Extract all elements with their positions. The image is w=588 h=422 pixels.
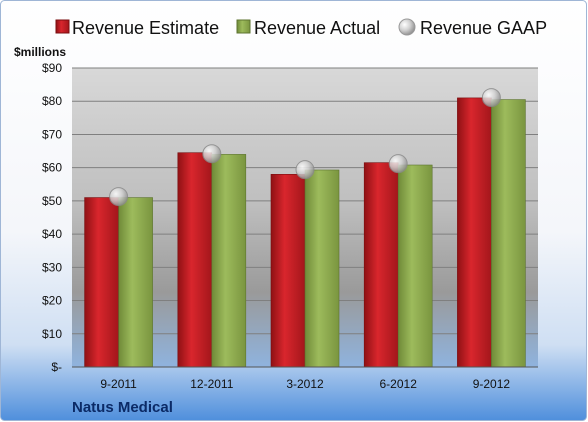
gaap-markers bbox=[109, 88, 501, 207]
bar-revenue-estimate bbox=[363, 162, 399, 368]
y-axis-unit-label: $millions bbox=[14, 45, 66, 59]
bar-revenue-actual bbox=[118, 197, 153, 368]
bar-revenue-actual bbox=[491, 99, 526, 368]
legend-label-gaap: Revenue GAAP bbox=[420, 18, 547, 38]
y-axis: $- $10 $20 $30 $40 $50 $60 $70 $80 $90 bbox=[42, 61, 62, 374]
legend-label-actual: Revenue Actual bbox=[254, 18, 380, 38]
y-tick-label: $- bbox=[51, 360, 62, 374]
legend: Revenue Estimate Revenue Actual Revenue … bbox=[55, 18, 547, 38]
legend-item-gaap: Revenue GAAP bbox=[398, 18, 547, 38]
bar-revenue-estimate bbox=[84, 197, 119, 368]
y-tick-label: $60 bbox=[42, 161, 62, 175]
y-tick-label: $40 bbox=[42, 227, 62, 241]
bar-revenue-estimate bbox=[177, 152, 213, 368]
legend-item-estimate: Revenue Estimate bbox=[55, 18, 219, 38]
legend-swatch-actual bbox=[236, 19, 251, 34]
bar-revenue-estimate bbox=[457, 97, 492, 368]
bar-revenue-actual bbox=[211, 154, 247, 368]
x-tick-label: 9-2012 bbox=[473, 377, 511, 391]
x-axis: 9-2011 12-2011 3-2012 6-2012 9-2012 bbox=[100, 377, 510, 391]
legend-label-estimate: Revenue Estimate bbox=[72, 18, 219, 38]
y-tick-label: $80 bbox=[42, 94, 62, 108]
bar-revenue-actual bbox=[397, 164, 433, 368]
y-tick-label: $10 bbox=[42, 327, 62, 341]
gaap-marker bbox=[481, 88, 501, 108]
bars bbox=[84, 97, 526, 368]
y-tick-label: $50 bbox=[42, 194, 62, 208]
gaap-marker bbox=[388, 154, 408, 174]
bar-revenue-estimate bbox=[270, 174, 306, 368]
legend-item-actual: Revenue Actual bbox=[236, 18, 380, 38]
gaap-marker bbox=[109, 187, 129, 207]
legend-marker-gaap bbox=[398, 18, 416, 36]
x-tick-label: 9-2011 bbox=[100, 377, 137, 391]
y-tick-label: $70 bbox=[42, 127, 62, 141]
x-tick-label: 12-2011 bbox=[190, 377, 233, 391]
legend-swatch-estimate bbox=[55, 19, 70, 34]
y-tick-label: $90 bbox=[42, 61, 62, 75]
y-tick-label: $30 bbox=[42, 260, 62, 274]
bar-revenue-actual bbox=[304, 169, 340, 368]
gaap-marker bbox=[295, 160, 315, 180]
y-tick-label: $20 bbox=[42, 294, 62, 308]
x-tick-label: 6-2012 bbox=[380, 377, 418, 391]
x-tick-label: 3-2012 bbox=[286, 377, 324, 391]
company-name: Natus Medical bbox=[72, 399, 173, 416]
gaap-marker bbox=[202, 144, 222, 164]
